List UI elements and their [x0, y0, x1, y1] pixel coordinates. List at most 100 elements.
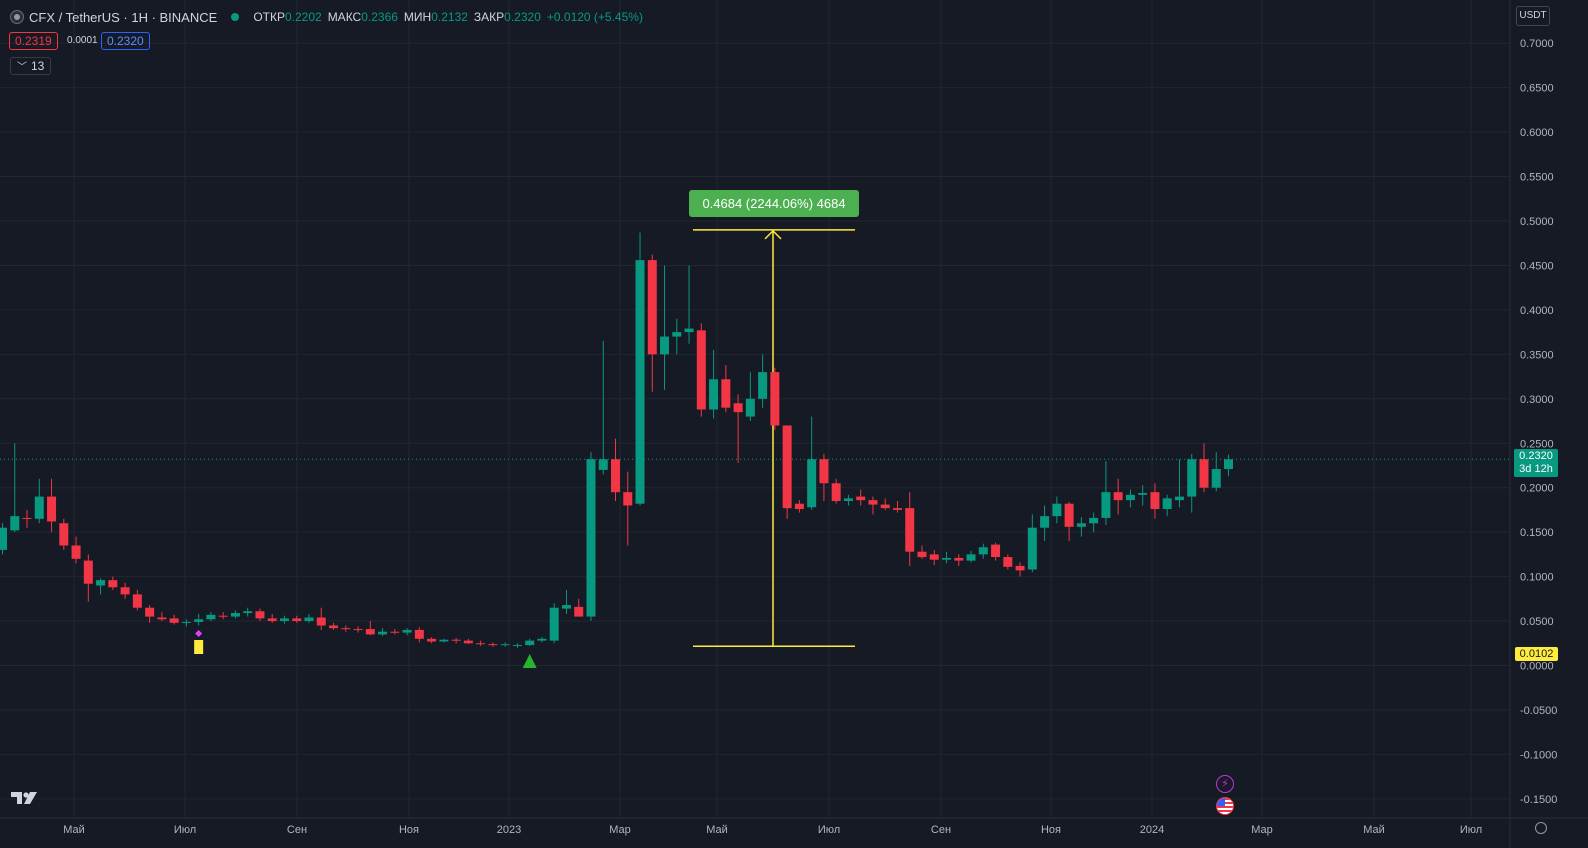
candle — [856, 489, 866, 506]
candle — [892, 501, 902, 513]
candle — [439, 638, 449, 643]
current-price: 0.2320 — [1519, 450, 1553, 462]
time-tick-label: Май — [706, 824, 728, 836]
price-tick-label: -0.1500 — [1520, 794, 1557, 806]
candle — [561, 589, 571, 614]
price-tick-label: 0.6000 — [1520, 127, 1554, 139]
candles — [0, 232, 1233, 648]
time-axis: Май Июл Сен Ноя 2023 Мар Май Июл Сен Ноя 2024 Мар Ма… — [63, 824, 1482, 836]
candle — [243, 607, 253, 617]
candle — [647, 254, 657, 392]
price-tick-label: 0.6500 — [1520, 83, 1554, 95]
low-label: МИН — [403, 10, 432, 24]
candle — [414, 627, 424, 643]
buy-button[interactable]: 0.2320 — [101, 32, 150, 50]
candle — [0, 523, 7, 555]
us-flag-event-icon[interactable] — [1216, 797, 1234, 815]
symbol-title[interactable]: CFX / TetherUS · 1H · BINANCE — [29, 9, 218, 25]
sell-button[interactable]: 0.2319 — [9, 32, 58, 50]
time-tick-label: Сен — [287, 824, 307, 836]
candle — [194, 613, 204, 626]
current-price-label: 0.2320 3d 12h — [1514, 449, 1558, 477]
price-tick-label: 0.1500 — [1520, 527, 1554, 539]
candle — [512, 643, 522, 648]
price-tick-label: 0.4000 — [1520, 305, 1554, 317]
candle — [1003, 554, 1013, 570]
close-value: 0.2320 — [504, 10, 541, 24]
candle — [476, 640, 486, 646]
price-tick-label: 0.0500 — [1520, 616, 1554, 628]
candle — [954, 554, 964, 566]
measure-tool — [693, 229, 855, 648]
candle — [181, 619, 191, 627]
price-tick-label: 0.7000 — [1520, 38, 1554, 50]
bar-countdown: 3d 12h — [1519, 463, 1553, 475]
low-marker-price-label: 0.0102 — [1515, 647, 1558, 661]
candle — [1211, 452, 1221, 492]
time-tick-label: Июл — [818, 824, 840, 836]
price-tick-label: 0.1000 — [1520, 572, 1554, 584]
close-label: ЗАКР — [473, 10, 505, 24]
time-tick-label: Мар — [609, 824, 631, 836]
price-tick-label: 0.2500 — [1520, 438, 1554, 450]
candle — [267, 613, 277, 623]
candle — [145, 605, 155, 623]
measure-label: 0.4684 (2244.06%) 4684 — [689, 190, 859, 217]
symbol-logo-icon[interactable] — [10, 10, 24, 24]
indicators-toggle[interactable]: ﹀ 13 — [10, 57, 52, 75]
candle — [586, 452, 596, 622]
candle — [378, 628, 388, 637]
low-value: 0.2132 — [431, 10, 468, 24]
candle — [329, 622, 339, 630]
candle — [108, 576, 118, 590]
currency-button[interactable]: USDT — [1516, 6, 1550, 26]
candle — [696, 323, 706, 417]
price-tick-label: 0.4500 — [1520, 260, 1554, 272]
candle — [929, 549, 939, 566]
measure-arrowhead-icon — [764, 229, 782, 240]
candle — [390, 629, 400, 635]
price-tick-label: -0.1000 — [1520, 749, 1557, 761]
time-tick-label: Май — [63, 824, 85, 836]
time-tick-label: Июл — [174, 824, 196, 836]
candle — [782, 425, 792, 519]
candle — [709, 349, 719, 419]
settings-gear-icon[interactable] — [1535, 822, 1547, 834]
candle — [1052, 496, 1062, 524]
candle — [169, 614, 179, 625]
candle — [292, 615, 302, 623]
time-tick-label: 2024 — [1140, 824, 1164, 836]
price-axis: 0.7000 0.6500 0.6000 0.5500 0.5000 0.4500 0.40… — [1520, 38, 1557, 806]
tradingview-logo-icon[interactable] — [11, 790, 41, 806]
time-tick-label: 2023 — [497, 824, 521, 836]
candle — [96, 578, 106, 595]
time-tick-label: Май — [1363, 824, 1385, 836]
candle — [316, 607, 326, 630]
candle — [819, 453, 829, 502]
candle — [1162, 494, 1172, 517]
candle — [672, 318, 682, 355]
change-value: +0.0120 (+5.45%) — [546, 10, 643, 24]
signal-markers — [194, 629, 537, 668]
price-tick-label: -0.0500 — [1520, 705, 1557, 717]
lightning-event-icon[interactable]: ⚡ — [1216, 775, 1234, 793]
candle — [733, 394, 743, 463]
candle — [549, 603, 559, 644]
candle — [598, 341, 608, 475]
candle — [353, 626, 363, 633]
candle — [59, 518, 69, 550]
candle — [1224, 454, 1233, 477]
market-status-icon — [231, 13, 240, 21]
time-tick-label: Июл — [1460, 824, 1482, 836]
candle — [978, 543, 988, 559]
candle — [365, 621, 375, 636]
candle — [623, 471, 633, 546]
price-tick-label: 0.2000 — [1520, 483, 1554, 495]
candle — [500, 642, 510, 647]
high-value: 0.2366 — [361, 10, 398, 24]
price-tick-label: 0.0000 — [1520, 661, 1554, 673]
candle — [206, 612, 216, 622]
candle — [1027, 514, 1037, 573]
